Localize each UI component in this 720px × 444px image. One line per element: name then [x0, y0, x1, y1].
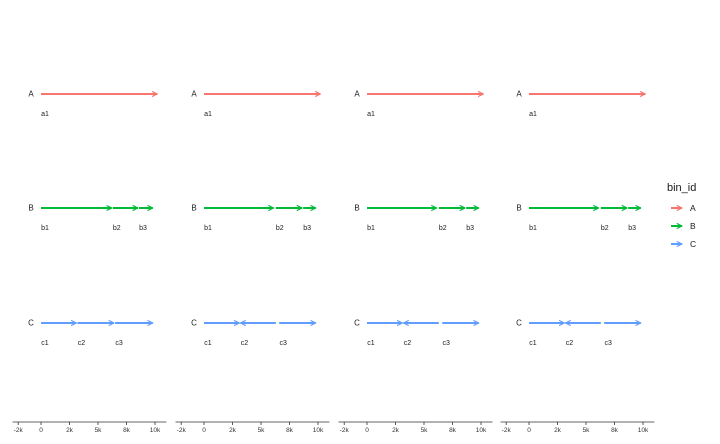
gene-label-b3: b3: [139, 225, 147, 232]
x-tick-label: 0: [39, 427, 43, 434]
sequence-label: C: [354, 319, 360, 328]
x-tick-label: 10k: [476, 427, 487, 434]
panels-layer: Aa1 Bb1 b2 b3 Cc1 c2 c3 -2k 0 2k 5k 8k 10k Aa1 Bb1 b2 b3…: [12, 90, 655, 434]
x-tick-label: 2k: [66, 427, 74, 434]
gene-label-c2: c2: [566, 340, 574, 347]
gene-label-a1: a1: [367, 111, 375, 118]
x-tick-label: -2k: [14, 427, 24, 434]
x-tick-label: 10k: [313, 427, 324, 434]
gene-label-a1: a1: [204, 111, 212, 118]
x-tick-label: -2k: [502, 427, 512, 434]
x-tick-label: 0: [365, 427, 369, 434]
legend: bin_id ABC: [667, 182, 696, 249]
legend-label-b: B: [690, 221, 696, 231]
gene-label-b2: b2: [113, 225, 121, 232]
x-tick-label: 0: [527, 427, 531, 434]
x-tick-label: 2k: [554, 427, 562, 434]
gene-label-c3: c3: [280, 340, 288, 347]
sequence-label: C: [28, 319, 34, 328]
x-tick-label: 8k: [449, 427, 457, 434]
sequence-label: A: [28, 90, 34, 99]
gene-label-b2: b2: [439, 225, 447, 232]
gene-label-c3: c3: [443, 340, 451, 347]
sequence-label: C: [516, 319, 522, 328]
panel-2: Aa1 Bb1 b2 b3 Cc1 c2 c3 -2k 0 2k 5k 8k 10k: [175, 90, 330, 434]
gene-label-c3: c3: [605, 340, 613, 347]
x-tick-label: -2k: [177, 427, 187, 434]
sequence-label: A: [354, 90, 360, 99]
gene-label-b1: b1: [41, 225, 49, 232]
x-tick-label: 5k: [421, 427, 429, 434]
sequence-label: C: [191, 319, 197, 328]
panel-3: Aa1 Bb1 b2 b3 Cc1 c2 c3 -2k 0 2k 5k 8k 10k: [338, 90, 493, 434]
sequence-label: A: [516, 90, 522, 99]
x-tick-label: 0: [202, 427, 206, 434]
gene-label-a1: a1: [41, 111, 49, 118]
gene-label-c1: c1: [41, 340, 49, 347]
legend-title: bin_id: [667, 182, 696, 194]
x-tick-label: 8k: [286, 427, 294, 434]
x-tick-label: 2k: [392, 427, 400, 434]
x-tick-label: 5k: [583, 427, 591, 434]
gene-label-b1: b1: [529, 225, 537, 232]
gene-label-b2: b2: [276, 225, 284, 232]
x-tick-label: 10k: [638, 427, 649, 434]
gene-label-b3: b3: [628, 225, 636, 232]
sequence-label: B: [191, 204, 196, 213]
x-tick-label: 5k: [95, 427, 103, 434]
gene-label-c2: c2: [78, 340, 86, 347]
gene-label-b2: b2: [601, 225, 609, 232]
gene-label-a1: a1: [529, 111, 537, 118]
gene-label-c3: c3: [115, 340, 123, 347]
sequence-label: B: [28, 204, 33, 213]
gene-label-b1: b1: [204, 225, 212, 232]
x-tick-label: 8k: [611, 427, 619, 434]
gene-label-b3: b3: [466, 225, 474, 232]
gene-label-c1: c1: [204, 340, 212, 347]
x-tick-label: 5k: [258, 427, 266, 434]
x-tick-label: 10k: [150, 427, 161, 434]
gene-label-b3: b3: [303, 225, 311, 232]
gene-label-c1: c1: [367, 340, 375, 347]
sequence-label: B: [354, 204, 359, 213]
gene-label-c2: c2: [241, 340, 249, 347]
x-tick-label: -2k: [340, 427, 350, 434]
sequence-label: A: [191, 90, 197, 99]
x-tick-label: 8k: [123, 427, 131, 434]
gene-label-c2: c2: [404, 340, 412, 347]
panel-1: Aa1 Bb1 b2 b3 Cc1 c2 c3 -2k 0 2k 5k 8k 10k: [12, 90, 167, 434]
gene-label-c1: c1: [529, 340, 537, 347]
legend-label-c: C: [690, 239, 696, 249]
legend-label-a: A: [690, 203, 696, 213]
gene-label-b1: b1: [367, 225, 375, 232]
x-tick-label: 2k: [229, 427, 237, 434]
panel-4: Aa1 Bb1 b2 b3 Cc1 c2 c3 -2k 0 2k 5k 8k 10k: [500, 90, 655, 434]
sequence-label: B: [516, 204, 521, 213]
